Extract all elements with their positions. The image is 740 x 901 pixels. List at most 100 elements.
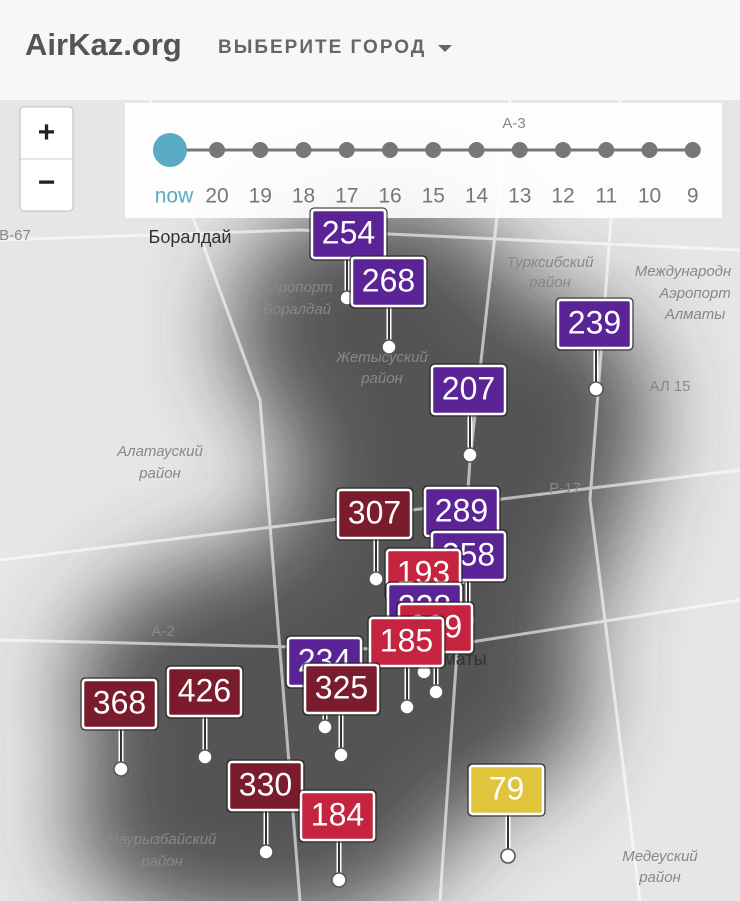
timeline-panel [125, 103, 722, 218]
timeline-dot[interactable] [511, 142, 528, 158]
marker-value[interactable]: 307 [348, 494, 401, 530]
timeline-dot[interactable] [641, 142, 658, 158]
marker-border [298, 789, 377, 843]
timeline-label[interactable]: 14 [465, 185, 489, 208]
timeline-dot[interactable] [555, 142, 571, 158]
timeline-dot[interactable] [425, 142, 442, 158]
marker-dot [500, 848, 516, 864]
marker-box[interactable] [166, 666, 243, 718]
place-label: Алматы [664, 306, 726, 323]
timeline-dot[interactable] [295, 142, 312, 158]
marker-value[interactable]: 184 [311, 796, 364, 832]
place-label: Турксибский [507, 254, 595, 271]
place-label: Наурызбайский [108, 831, 217, 848]
menu-caret[interactable] [438, 45, 452, 52]
marker-dot [331, 872, 347, 888]
zoom-out[interactable]: − [38, 166, 56, 199]
marker-border [467, 763, 546, 817]
marker-box[interactable] [430, 364, 507, 416]
marker-border [302, 662, 381, 716]
timeline-label[interactable]: 12 [551, 185, 574, 208]
marker-box[interactable] [468, 764, 545, 816]
marker-value[interactable]: 368 [93, 684, 146, 720]
road-label: В-67 [0, 227, 31, 244]
marker-border [226, 759, 305, 813]
timeline-label[interactable]: 16 [378, 185, 401, 208]
header [0, 0, 740, 100]
timeline-label[interactable]: 10 [638, 185, 661, 208]
timeline-dot[interactable] [252, 142, 269, 158]
marker-value[interactable]: 254 [322, 214, 375, 250]
marker-box[interactable] [227, 760, 304, 812]
marker-dot [317, 719, 333, 735]
timeline-label[interactable]: 17 [335, 185, 358, 208]
timeline-dot[interactable] [468, 142, 485, 158]
marker-dot [333, 747, 349, 763]
marker-box[interactable] [350, 256, 427, 308]
place-label: Боралдай [149, 227, 232, 247]
marker-dot [428, 684, 444, 700]
timeline-label[interactable]: 9 [687, 185, 699, 208]
marker-dot [113, 761, 129, 777]
place-label: Жетысуский [335, 349, 428, 366]
marker-border [349, 255, 428, 309]
marker-value[interactable]: 426 [178, 672, 231, 708]
marker-dot [197, 749, 213, 765]
timeline-dot[interactable] [382, 142, 398, 158]
place-label: район [140, 853, 183, 870]
place-label: район [138, 465, 181, 482]
marker-dot [588, 381, 604, 397]
timeline-label[interactable]: 18 [292, 185, 315, 208]
road-label: АЛ 15 [649, 378, 690, 395]
road-label: А-3 [502, 115, 525, 132]
road-label: А-2 [151, 623, 174, 640]
place-label: Аэропорт [658, 285, 731, 302]
marker-value[interactable]: 330 [239, 766, 292, 802]
place-label: район [528, 274, 571, 291]
road-label: Р-17 [549, 480, 581, 497]
timeline-label[interactable]: now [155, 185, 194, 208]
marker-value[interactable]: 185 [380, 622, 433, 658]
marker-border [80, 677, 159, 731]
marker-box[interactable] [299, 790, 376, 842]
marker-border [555, 297, 634, 351]
marker-box[interactable] [368, 616, 445, 668]
marker-value[interactable]: 207 [442, 370, 495, 406]
marker-box[interactable] [336, 488, 413, 540]
marker-value[interactable]: 289 [435, 492, 488, 528]
marker-box[interactable] [310, 208, 387, 260]
marker-dot [381, 339, 397, 355]
marker-value[interactable]: 325 [315, 669, 368, 705]
timeline-dot[interactable] [684, 142, 701, 158]
timeline-handle[interactable] [153, 133, 187, 167]
timeline-label[interactable]: 15 [422, 185, 445, 208]
marker-dot [258, 844, 274, 860]
timeline-label[interactable]: 19 [249, 185, 272, 208]
marker-value[interactable]: 268 [362, 262, 415, 298]
marker-border [309, 207, 388, 261]
timeline-label[interactable]: 13 [508, 185, 531, 208]
marker-dot [399, 699, 415, 715]
zoom-in[interactable]: + [38, 116, 56, 149]
marker-border [429, 363, 508, 417]
marker-box[interactable] [556, 298, 633, 350]
place-label: Аэропорт [260, 279, 333, 296]
marker-box[interactable] [303, 663, 380, 715]
place-label: Медеуский [622, 848, 698, 865]
timeline-label[interactable]: 20 [205, 185, 228, 208]
city-menu[interactable]: ВЫБЕРИТЕ ГОРОД [218, 37, 426, 58]
marker-border [367, 615, 446, 669]
place-label: Международн [635, 263, 731, 280]
place-label: Боралдай [263, 301, 332, 318]
timeline-label[interactable]: 11 [595, 185, 617, 208]
timeline-dot[interactable] [598, 142, 615, 158]
marker-border [335, 487, 414, 541]
marker-value[interactable]: 239 [568, 304, 621, 340]
site-title[interactable]: AirKaz.org [25, 27, 182, 62]
place-label: район [360, 370, 403, 387]
timeline-dot[interactable] [338, 142, 355, 158]
timeline-dot[interactable] [209, 142, 225, 158]
marker-value[interactable]: 79 [489, 770, 525, 806]
marker-box[interactable] [81, 678, 158, 730]
